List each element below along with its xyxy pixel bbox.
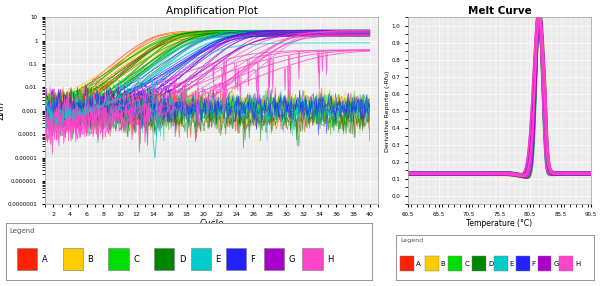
Bar	[538, 257, 551, 271]
Bar	[494, 257, 508, 271]
Bar	[559, 257, 573, 271]
Text: E: E	[510, 261, 514, 267]
X-axis label: Cycle: Cycle	[199, 219, 224, 228]
Bar	[17, 248, 37, 270]
Text: B: B	[87, 255, 93, 264]
Text: Legend: Legend	[10, 228, 35, 234]
Bar	[191, 248, 211, 270]
Text: C: C	[133, 255, 139, 264]
Text: D: D	[488, 261, 493, 267]
Bar	[448, 257, 463, 271]
Text: F: F	[250, 255, 255, 264]
Text: Legend: Legend	[400, 238, 423, 243]
Title: Amplification Plot: Amplification Plot	[166, 6, 257, 16]
Text: D: D	[179, 255, 185, 264]
Bar	[472, 257, 486, 271]
Text: H: H	[327, 255, 334, 264]
Bar	[226, 248, 246, 270]
Bar	[516, 257, 530, 271]
Text: B: B	[440, 261, 445, 267]
Text: A: A	[41, 255, 47, 264]
Text: F: F	[532, 261, 536, 267]
Bar	[425, 257, 439, 271]
Y-axis label: ΔRn: ΔRn	[0, 102, 6, 120]
Text: A: A	[416, 261, 421, 267]
Text: G: G	[289, 255, 295, 264]
Title: Melt Curve: Melt Curve	[467, 6, 532, 16]
Bar	[109, 248, 128, 270]
X-axis label: Temperature (°C): Temperature (°C)	[466, 219, 533, 228]
Bar	[154, 248, 175, 270]
Text: H: H	[575, 261, 580, 267]
Bar	[302, 248, 323, 270]
Text: E: E	[215, 255, 221, 264]
Text: C: C	[464, 261, 469, 267]
Y-axis label: Derivative Reporter (-Rfu): Derivative Reporter (-Rfu)	[385, 70, 390, 152]
Bar	[63, 248, 83, 270]
Text: G: G	[553, 261, 559, 267]
Bar	[264, 248, 284, 270]
Bar	[400, 257, 414, 271]
